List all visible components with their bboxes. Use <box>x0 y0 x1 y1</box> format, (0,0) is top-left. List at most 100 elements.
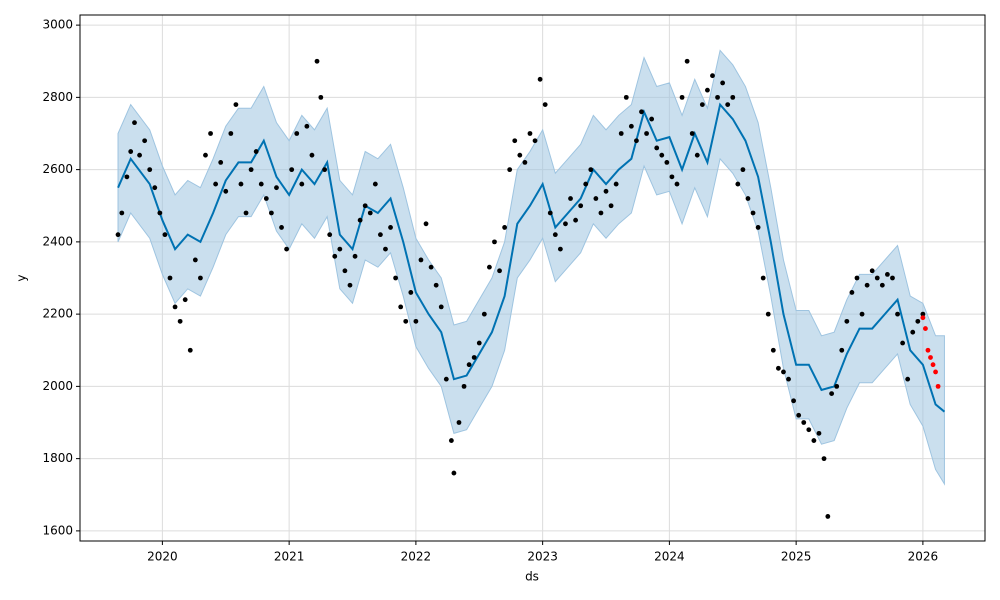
observed-point <box>869 268 875 274</box>
observed-point <box>730 94 736 100</box>
observed-point <box>522 159 528 165</box>
observed-point <box>745 196 751 201</box>
observed-point <box>532 138 538 144</box>
observed-point <box>157 210 163 216</box>
recent-point <box>925 347 931 353</box>
observed-point <box>623 94 629 100</box>
y-tick-label: 2600 <box>42 162 73 176</box>
observed-point <box>203 152 208 158</box>
observed-point <box>314 58 320 64</box>
observed-point <box>408 290 414 295</box>
observed-point <box>628 123 634 129</box>
observed-point <box>654 145 660 151</box>
observed-point <box>900 340 906 346</box>
observed-point <box>443 376 449 382</box>
observed-point <box>383 246 388 252</box>
observed-point <box>608 203 614 209</box>
observed-point <box>710 73 715 79</box>
observed-point <box>603 188 609 194</box>
observed-point <box>527 131 533 136</box>
observed-point <box>357 217 363 223</box>
observed-point <box>487 264 492 270</box>
observed-point <box>327 232 333 238</box>
recent-point <box>920 315 926 321</box>
observed-point <box>481 311 487 317</box>
x-tick-label: 2026 <box>908 550 939 564</box>
observed-point <box>187 347 193 353</box>
observed-point <box>588 167 594 173</box>
observed-point <box>218 159 224 165</box>
y-tick-label: 2000 <box>42 379 73 393</box>
observed-point <box>342 268 348 274</box>
observed-point <box>476 340 482 346</box>
observed-point <box>403 318 409 324</box>
observed-point <box>679 94 685 100</box>
observed-point <box>466 362 472 368</box>
observed-point <box>413 318 419 324</box>
observed-point <box>362 203 368 209</box>
observed-point <box>770 347 776 353</box>
observed-point <box>775 365 781 371</box>
observed-point <box>208 131 213 136</box>
plot-frame <box>79 14 986 542</box>
observed-point <box>765 311 771 317</box>
observed-point <box>192 257 198 263</box>
y-axis-label: y <box>15 274 29 281</box>
observed-point <box>274 185 279 191</box>
observed-point <box>786 376 791 382</box>
observed-point <box>398 304 404 310</box>
observed-point <box>910 329 916 335</box>
observed-point <box>885 271 890 277</box>
observed-point <box>859 311 865 317</box>
observed-point <box>263 196 269 201</box>
observed-point <box>377 232 383 238</box>
observed-point <box>119 210 125 216</box>
observed-point <box>634 138 639 144</box>
x-tick-label: 2021 <box>274 550 305 564</box>
observed-point <box>839 347 845 353</box>
observed-point <box>821 456 827 462</box>
observed-point <box>128 149 134 154</box>
observed-point <box>760 275 766 281</box>
observed-point <box>332 253 338 259</box>
observed-point <box>725 102 731 107</box>
observed-point <box>537 76 543 82</box>
observed-point <box>825 514 831 519</box>
forecast-line <box>117 102 946 413</box>
observed-point <box>583 181 589 187</box>
observed-point <box>451 470 457 476</box>
observed-point <box>461 383 467 389</box>
observed-point <box>547 210 553 216</box>
observed-point <box>456 420 462 425</box>
x-tick-label: 2024 <box>654 550 685 564</box>
observed-point <box>512 138 518 144</box>
observed-point <box>309 152 315 158</box>
observed-point <box>806 427 812 433</box>
observed-point <box>689 131 695 136</box>
observed-point <box>132 120 137 126</box>
observed-point <box>811 438 817 443</box>
observed-point <box>674 181 680 187</box>
observed-point <box>740 167 746 173</box>
observed-point <box>294 131 300 136</box>
observed-point <box>864 282 870 288</box>
recent-point <box>923 326 928 331</box>
observed-point <box>167 275 173 281</box>
observed-point <box>423 221 429 227</box>
observed-point <box>182 297 188 303</box>
observed-point <box>694 152 700 158</box>
observed-point <box>448 438 454 443</box>
y-tick-label: 1600 <box>42 523 73 537</box>
observed-point <box>433 282 439 288</box>
observed-point <box>299 181 305 187</box>
observed-point <box>243 210 249 216</box>
observed-point <box>322 167 328 173</box>
observed-point <box>613 181 619 187</box>
observed-point <box>372 181 378 187</box>
observed-point <box>147 167 153 173</box>
observed-point <box>542 102 548 107</box>
observed-point <box>198 275 203 281</box>
observed-point <box>258 181 264 187</box>
observed-point <box>352 253 358 259</box>
